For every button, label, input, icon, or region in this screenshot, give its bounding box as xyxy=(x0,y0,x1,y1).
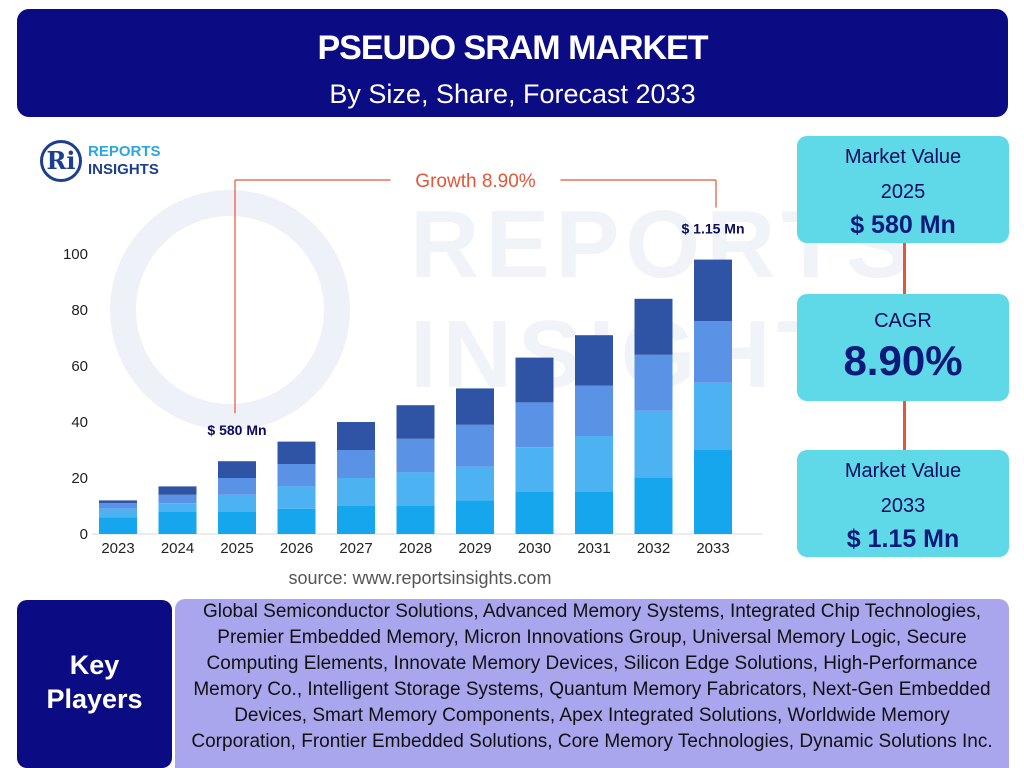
x-tick-label: 2032 xyxy=(637,540,670,557)
card-year: 2033 xyxy=(880,495,926,517)
data-label: $ 1.15 Mn xyxy=(681,221,744,237)
bar-segment xyxy=(158,486,197,495)
logo-mark: Ri xyxy=(40,140,82,182)
bar-segment xyxy=(99,503,137,509)
bar-segment xyxy=(634,478,673,534)
x-tick-label: 2031 xyxy=(577,540,610,557)
bar-segment xyxy=(158,503,197,512)
brand-logo: Ri REPORTS INSIGHTS xyxy=(40,140,200,184)
bar-segment xyxy=(634,298,673,355)
logo-word-1: REPORTS xyxy=(88,143,161,160)
bar-segment xyxy=(694,450,732,534)
bar-segment xyxy=(575,335,613,386)
key-players-list: Global Semiconductor Solutions, Advanced… xyxy=(175,599,1009,768)
bar-segment xyxy=(575,436,613,492)
bar-segment xyxy=(456,424,494,467)
x-tick-label: 2025 xyxy=(220,540,253,557)
market-value-end-card: Market Value 2033 $ 1.15 Mn xyxy=(797,450,1009,557)
y-tick-label: 60 xyxy=(71,358,88,375)
cagr-card: CAGR 8.90% xyxy=(797,294,1009,401)
card-year: 2025 xyxy=(880,181,926,203)
bar-segment xyxy=(515,357,554,403)
page-title: PSEUDO SRAM MARKET xyxy=(317,29,708,67)
bar-segment xyxy=(634,410,673,478)
key-players-heading: Key Players xyxy=(17,600,172,768)
bar-segment xyxy=(99,517,137,534)
card-value: $ 580 Mn xyxy=(850,211,956,239)
bar-segment xyxy=(218,478,256,495)
bar-segment xyxy=(337,450,375,478)
bar-segment xyxy=(99,508,137,518)
bar-segment xyxy=(694,382,732,450)
bar-segment xyxy=(277,464,316,487)
card-connector xyxy=(903,401,906,450)
y-tick-label: 40 xyxy=(71,414,88,431)
bar-segment xyxy=(575,385,613,436)
bar-segment xyxy=(515,402,554,448)
bar-segment xyxy=(694,259,732,322)
header-banner: PSEUDO SRAM MARKET By Size, Share, Forec… xyxy=(17,9,1008,117)
bar-segment xyxy=(158,494,197,504)
x-tick-label: 2028 xyxy=(399,540,432,557)
card-label: Market Value xyxy=(844,460,962,482)
bar-segment xyxy=(277,508,316,534)
bar-segment xyxy=(456,500,494,534)
key-players-title-2: Players xyxy=(46,684,143,714)
x-tick-label: 2026 xyxy=(280,540,313,557)
market-value-start-card: Market Value 2025 $ 580 Mn xyxy=(797,136,1009,243)
bar-segment xyxy=(515,492,554,534)
bar-segment xyxy=(277,441,316,464)
x-tick-label: 2023 xyxy=(101,540,134,557)
bar-segment xyxy=(456,466,494,501)
y-tick-label: 0 xyxy=(80,526,88,543)
bar-segment xyxy=(396,405,435,439)
growth-label: Growth 8.90% xyxy=(415,171,535,192)
y-tick-label: 100 xyxy=(63,246,88,263)
bar-segment xyxy=(515,447,554,492)
bar-segment xyxy=(396,506,435,534)
y-tick-label: 80 xyxy=(71,302,88,319)
bar-segment xyxy=(575,492,613,534)
bar-segment xyxy=(337,478,375,506)
y-tick-label: 20 xyxy=(71,470,88,487)
stacked-bar-chart: 0 20 40 60 80 100 2023 2024 2025 2026 2027 2028 2029… xyxy=(63,171,763,557)
bar-segment xyxy=(456,388,494,425)
x-tick-label: 2024 xyxy=(161,540,194,557)
bar-segment xyxy=(337,506,375,534)
bar-segment xyxy=(396,472,435,506)
bar-segment xyxy=(218,511,256,534)
card-label: Market Value xyxy=(844,146,962,168)
card-label: CAGR xyxy=(874,310,932,332)
x-tick-label: 2027 xyxy=(339,540,372,557)
data-label: $ 580 Mn xyxy=(207,422,266,438)
bar-segment xyxy=(158,511,197,534)
bar-segment xyxy=(694,321,732,383)
bar-segment xyxy=(396,438,435,473)
bar-segment xyxy=(634,354,673,411)
card-value: $ 1.15 Mn xyxy=(846,525,960,553)
page-subtitle: By Size, Share, Forecast 2033 xyxy=(329,79,696,109)
x-tick-label: 2033 xyxy=(696,540,729,557)
bar-segment xyxy=(99,500,137,504)
bar-segment xyxy=(277,486,316,509)
card-value: 8.90% xyxy=(843,337,963,384)
bar-segment xyxy=(218,494,256,512)
bar-segment xyxy=(337,422,375,450)
bar-segment xyxy=(218,461,256,478)
x-tick-label: 2030 xyxy=(518,540,551,557)
source-note: source: www.reportsinsights.com xyxy=(288,568,552,588)
key-players-title-1: Key xyxy=(69,650,120,680)
card-connector xyxy=(903,243,906,294)
x-tick-label: 2029 xyxy=(458,540,491,557)
logo-word-2: INSIGHTS xyxy=(88,161,159,178)
